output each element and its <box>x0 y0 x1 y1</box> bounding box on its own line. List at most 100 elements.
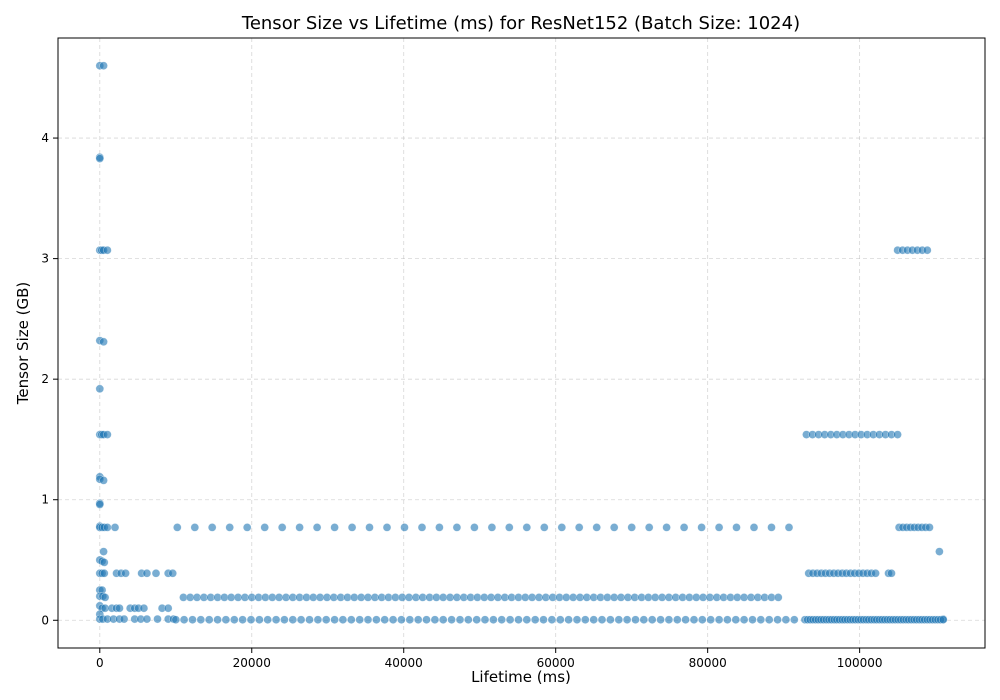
grid-lines <box>58 38 985 648</box>
data-point <box>739 615 749 624</box>
data-point <box>95 500 105 509</box>
data-point <box>547 615 557 624</box>
data-point <box>714 523 724 532</box>
data-point <box>679 523 689 532</box>
data-point <box>572 615 582 624</box>
data-point <box>100 558 109 567</box>
data-point <box>647 615 657 624</box>
data-point <box>505 615 515 624</box>
data-point <box>435 523 444 532</box>
data-point <box>100 569 109 578</box>
data-point <box>246 615 256 624</box>
data-point <box>464 615 473 624</box>
data-point <box>171 615 181 624</box>
data-point <box>689 615 699 624</box>
data-point <box>487 523 497 532</box>
data-point <box>681 615 690 624</box>
data-point <box>790 615 799 624</box>
data-point <box>662 523 671 532</box>
data-point <box>447 615 456 624</box>
data-point <box>706 615 715 624</box>
data-point <box>497 615 506 624</box>
data-point <box>589 615 598 624</box>
data-point <box>606 615 615 624</box>
x-tick-label: 80000 <box>689 656 727 670</box>
data-point <box>355 615 364 624</box>
data-point <box>631 615 640 624</box>
data-point <box>151 569 161 578</box>
y-tick-label: 3 <box>41 252 49 266</box>
data-point <box>397 615 406 624</box>
data-point <box>732 523 741 532</box>
data-point <box>893 430 902 439</box>
data-point <box>480 615 490 624</box>
data-point <box>271 615 281 624</box>
data-point <box>295 523 304 532</box>
data-point <box>313 615 323 624</box>
data-point <box>296 615 306 624</box>
data-point <box>372 615 381 624</box>
data-point <box>627 523 636 532</box>
data-point <box>142 614 152 624</box>
x-tick-label: 100000 <box>837 656 883 670</box>
data-point <box>470 523 479 532</box>
data-point <box>190 523 200 532</box>
data-point <box>489 615 498 624</box>
data-point <box>622 615 632 624</box>
data-point <box>99 61 108 70</box>
data-point <box>781 615 791 624</box>
data-point <box>557 523 567 532</box>
data-point <box>430 615 440 624</box>
data-point <box>731 615 741 624</box>
y-tick-label: 1 <box>41 493 49 507</box>
data-point <box>139 603 149 613</box>
y-axis-label: Tensor Size (GB) <box>14 282 32 405</box>
data-point <box>330 523 339 532</box>
data-point <box>422 615 431 624</box>
data-point <box>173 523 182 532</box>
chart-title: Tensor Size vs Lifetime (ms) for ResNet1… <box>241 13 800 34</box>
data-point <box>347 523 357 532</box>
data-point <box>99 337 108 347</box>
data-point <box>405 615 415 624</box>
data-point <box>121 569 130 578</box>
data-point <box>103 430 112 439</box>
data-point <box>95 154 105 163</box>
data-point <box>539 615 548 624</box>
data-point <box>767 523 776 532</box>
data-point <box>380 615 389 624</box>
data-point <box>749 523 759 532</box>
data-point <box>280 615 289 624</box>
data-point <box>204 615 214 624</box>
data-points <box>95 61 948 624</box>
data-point <box>305 615 314 624</box>
data-point <box>168 569 177 578</box>
data-point <box>639 615 649 624</box>
data-point <box>417 523 427 532</box>
data-point <box>505 523 514 532</box>
data-point <box>609 523 619 532</box>
axis-ticks: 0 20000 40000 60000 80000 100000 0 1 2 3 4 <box>41 131 882 670</box>
data-point <box>455 615 465 624</box>
data-point <box>673 615 682 624</box>
data-point <box>556 615 565 624</box>
data-point <box>110 523 120 532</box>
data-point <box>255 615 264 624</box>
data-point <box>697 523 706 532</box>
x-tick-label: 0 <box>96 656 104 670</box>
data-point <box>188 615 197 624</box>
data-point <box>382 523 392 532</box>
data-point <box>365 523 374 532</box>
y-tick-label: 4 <box>41 131 49 145</box>
data-point <box>103 245 112 255</box>
data-point <box>522 523 532 532</box>
data-point <box>514 615 523 624</box>
data-point <box>540 523 549 532</box>
data-point <box>321 615 331 624</box>
data-point <box>644 523 654 532</box>
data-point <box>163 603 173 613</box>
data-point <box>723 615 732 624</box>
data-point <box>748 615 757 624</box>
x-tick-label: 20000 <box>233 656 271 670</box>
data-point <box>774 593 783 602</box>
